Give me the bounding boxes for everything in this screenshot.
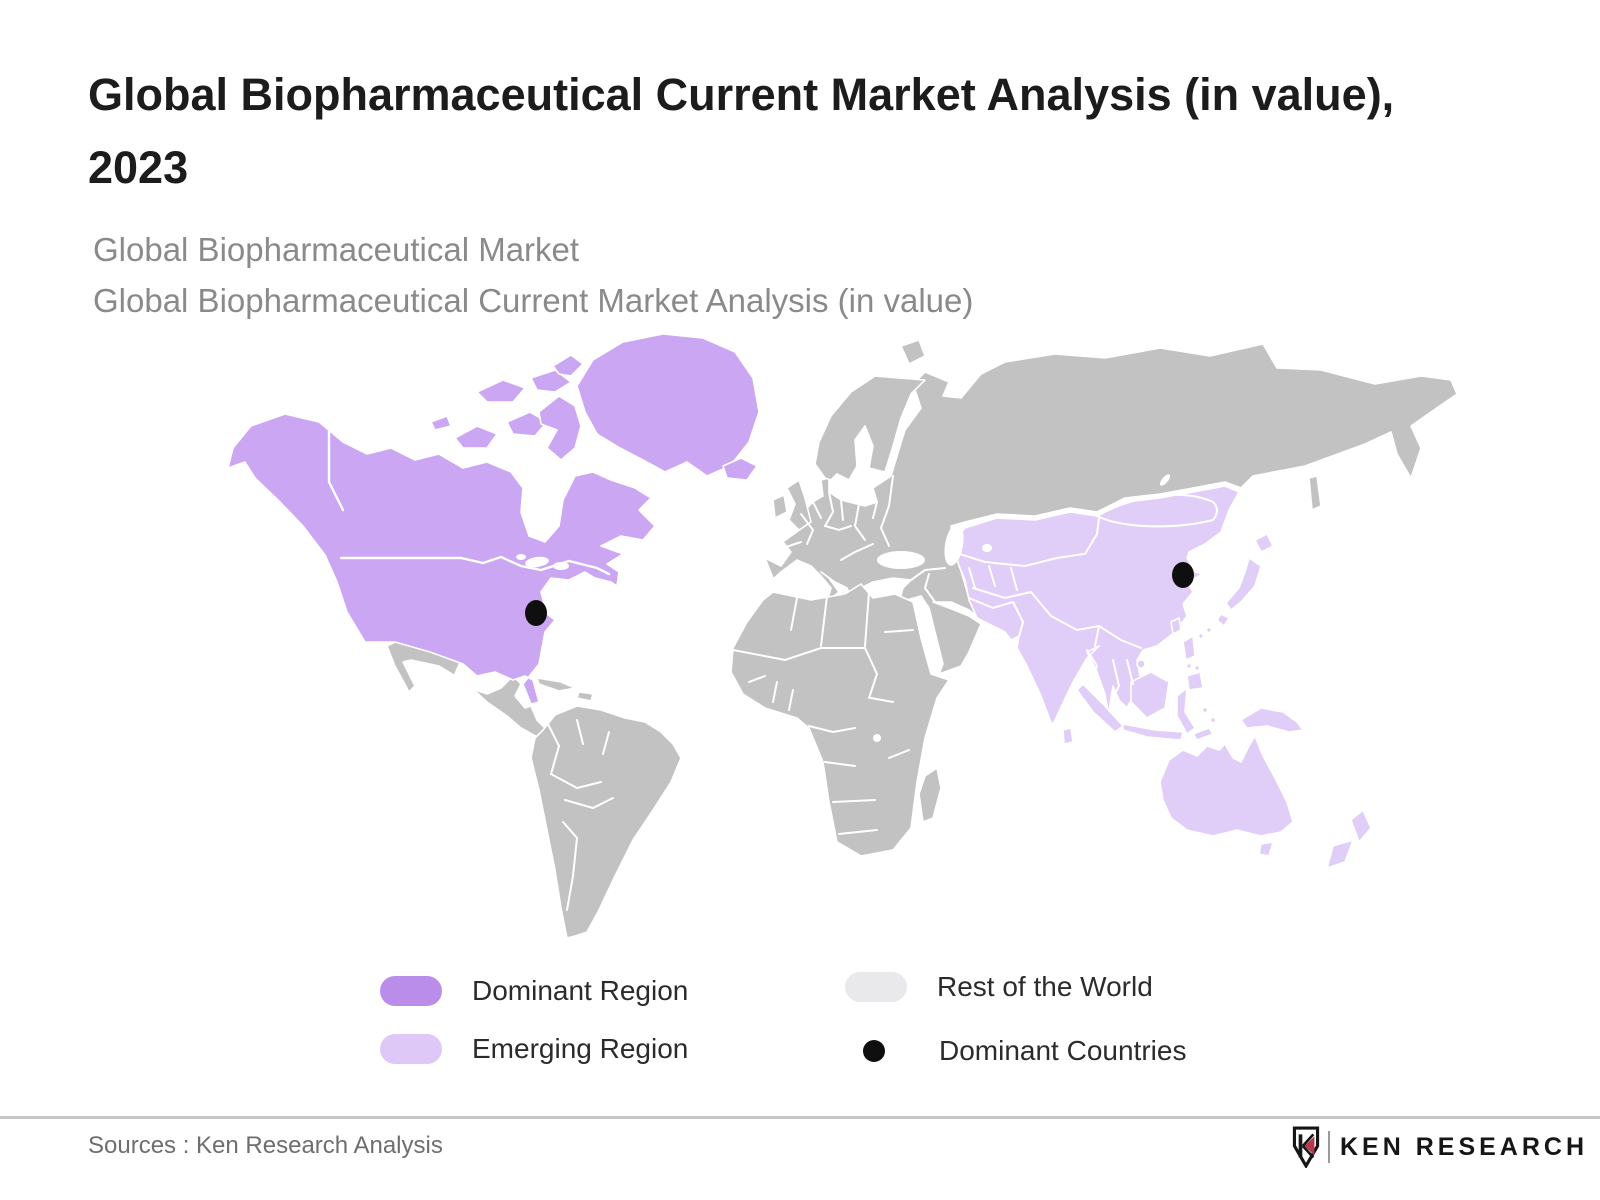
greenland [576,333,760,477]
arctic-island-1 [454,425,498,449]
iceland [722,457,758,481]
ken-research-shield-icon [1292,1126,1320,1168]
sulawesi [1176,687,1196,735]
philippines-visayas-1 [1185,662,1193,670]
moluccas-1 [1201,706,1209,714]
dot-china [1172,562,1194,588]
hainan [1136,659,1146,669]
new-guinea [1240,707,1304,733]
rest-of-world-landmass [386,339,1458,953]
lake-winnipeg [516,554,526,560]
ellesmere-island [552,354,584,377]
united-kingdom [786,479,812,531]
lake-baikal [1159,474,1171,486]
philippines-luzon [1182,635,1196,661]
tasmania [1258,841,1274,857]
dominant-country-dots [525,562,1194,626]
arctic-island-4 [530,369,572,393]
sakhalin [1308,475,1322,511]
cuba [536,677,576,692]
ireland [772,494,788,519]
rest-border-lines [456,475,946,911]
water-overlays [516,474,1171,742]
legend-rest-of-world: Rest of the World [845,971,1153,1003]
kazakhstan-china-border [1084,517,1100,555]
sumatra [1076,683,1124,733]
brand-separator [1328,1131,1330,1163]
emerging-border-lines [952,493,1218,703]
philippines-visayas-2 [1193,664,1201,672]
dot-united-states [525,600,547,626]
subtitle-line-2: Global Biopharmaceutical Current Market … [93,282,974,319]
emerging-region-swatch [380,1034,442,1064]
dominant-region-group [227,333,760,705]
legend-dominant-countries: Dominant Countries [845,1035,1186,1067]
new-zealand-south [1326,839,1354,869]
scandinavia [814,375,926,481]
asia-mainland [949,485,1240,733]
us-canada-border [339,555,611,576]
caspian-sea [944,524,964,566]
arctic-island-3 [476,379,526,403]
aral-sea [982,544,992,552]
world-map-svg [227,333,1458,953]
australia [1159,735,1294,837]
subtitle-line-1: Global Biopharmaceutical Market [93,231,580,268]
lake-huron [553,562,569,570]
japan-hokkaido [1254,533,1274,553]
hispaniola [576,691,594,702]
lake-superior [525,556,549,568]
dominant-border-lines [327,410,611,576]
ryukyu-2 [1197,632,1205,640]
sri-lanka [1062,727,1074,745]
java [1122,723,1184,741]
lake-victoria [873,734,881,742]
dominant-region-swatch [380,976,442,1006]
japan-kyushu [1216,613,1230,627]
china-indochina-border [1098,625,1142,649]
brand-name: KEN RESEARCH [1340,1132,1589,1161]
japan-honshu [1225,557,1262,611]
alaska-border [327,410,345,512]
footer-divider [0,1116,1600,1119]
legend-emerging-region: Emerging Region [380,1033,688,1065]
world-map [225,330,1465,953]
philippines-mindanao [1186,671,1204,691]
dominant-region-label: Dominant Region [472,975,689,1006]
madagascar [918,767,942,823]
africa [730,583,950,857]
subtitle-block: Global Biopharmaceutical Market Global B… [93,224,973,326]
moluccas-2 [1209,716,1217,724]
rest-of-world-label: Rest of the World [937,971,1153,1002]
dominant-countries-swatch [863,1040,885,1062]
dominant-countries-label: Dominant Countries [939,1035,1187,1066]
taiwan [1170,617,1182,635]
baffin-island [538,395,582,461]
rest-of-world-swatch [845,972,907,1002]
mongolia-border [1094,493,1218,528]
borneo [1130,671,1170,719]
sources-text: Sources : Ken Research Analysis [88,1132,443,1159]
kazakhstan-south-border [952,551,1084,568]
brand-logo: KEN RESEARCH [1292,1126,1588,1168]
arctic-island-5 [430,415,452,431]
south-america [530,705,682,939]
arctic-island-2 [506,411,548,437]
new-zealand-north [1350,809,1372,843]
svalbard [900,339,926,365]
himalaya-border [1030,591,1100,632]
ryukyu-1 [1205,626,1213,634]
page-title: Global Biopharmaceutical Current Market … [88,69,1395,193]
emerging-region-group [949,485,1372,869]
emerging-region-label: Emerging Region [472,1033,689,1064]
black-sea [877,551,925,569]
timor [1192,727,1214,741]
legend-dominant-region: Dominant Region [380,975,688,1007]
